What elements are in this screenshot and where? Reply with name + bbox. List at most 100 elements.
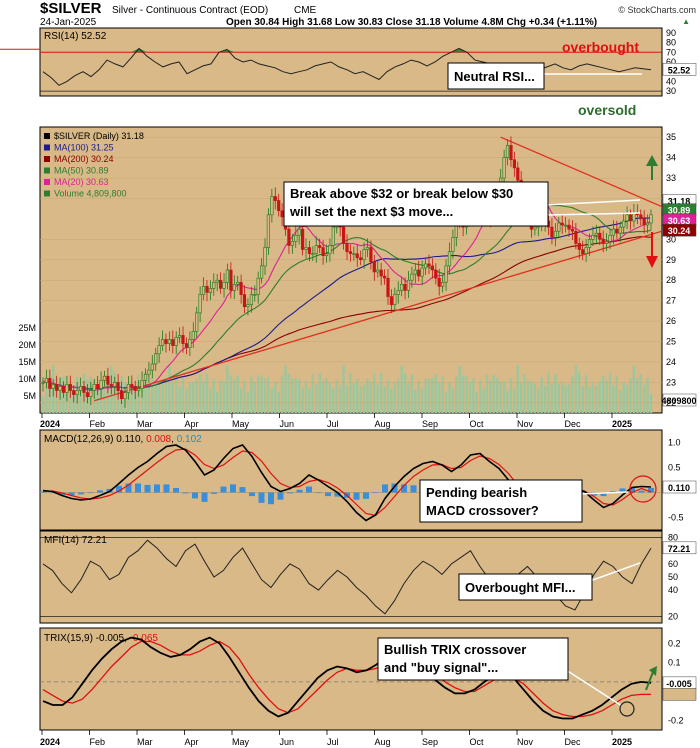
volume-bar <box>567 383 571 413</box>
volume-bar <box>178 386 181 413</box>
macd-callout-line-2: MACD crossover? <box>426 503 539 518</box>
candle-body <box>604 241 609 244</box>
price-callout-line-2: will set the next $3 move... <box>289 204 453 219</box>
macd-hist-bar <box>154 484 160 493</box>
macd-title-main: MACD(12,26,9) 0.110, <box>44 434 146 445</box>
candle-body <box>212 281 216 289</box>
candle-body <box>161 339 165 346</box>
volume-bar <box>352 383 355 413</box>
volume-bar <box>383 386 386 413</box>
volume-bar <box>342 365 345 413</box>
macd-hist-bar <box>277 492 284 500</box>
volume-bar <box>431 377 434 413</box>
x-label-May: May <box>232 419 250 429</box>
candle-body <box>618 226 622 234</box>
mfi-tick-60: 60 <box>668 559 678 569</box>
macd-hist-bar <box>230 484 236 493</box>
volume-bar <box>530 381 533 413</box>
mfi-tick-80: 80 <box>668 533 678 543</box>
macd-hist-bar <box>382 484 388 493</box>
volume-bar <box>451 388 455 413</box>
trix-crossover-circle <box>619 701 635 717</box>
candle-body <box>577 243 581 250</box>
macd-hist-bar <box>49 492 56 494</box>
price-frame <box>39 126 663 414</box>
candle-body <box>232 283 236 291</box>
mfi-callout-text: Overbought MFI... <box>465 580 576 595</box>
macd-hist-bar <box>59 492 65 495</box>
volume-bar <box>328 382 332 413</box>
price-callout-text: Break above $32 or break below $30 will s… <box>289 186 513 219</box>
volume-bar <box>151 376 154 413</box>
candle-body <box>222 281 226 289</box>
x-label-2024: 2024 <box>40 419 60 429</box>
trix-callout-line-2: and "buy signal"... <box>384 660 498 675</box>
candle-body <box>396 290 400 295</box>
candle-body <box>642 218 646 226</box>
volume-bar <box>236 375 239 413</box>
macd-hist-bar <box>201 492 208 502</box>
candle-body <box>321 247 325 256</box>
volume-bar <box>438 382 441 413</box>
candle-body <box>512 159 516 169</box>
volume-bar <box>643 384 646 413</box>
candle-body <box>270 196 274 216</box>
candle-body <box>355 253 359 259</box>
volume-bar <box>595 385 598 413</box>
candle-body <box>181 335 185 344</box>
volume-bar <box>526 380 530 413</box>
volume-bar <box>561 382 564 413</box>
volume-last-value: 4809800 <box>661 396 696 406</box>
candle-body <box>359 257 363 261</box>
candle-body <box>96 384 100 389</box>
volume-bar <box>554 374 557 413</box>
volume-bar <box>543 385 547 413</box>
volume-bar <box>441 376 444 413</box>
volume-tick-10M: 10M <box>18 374 36 384</box>
price-callout-line-1: Break above $32 or break below $30 <box>290 186 513 201</box>
ma200-last-value: 30.24 <box>668 226 691 236</box>
candle-body <box>550 226 554 238</box>
volume-bar <box>574 365 578 413</box>
trix-callout: Bullish TRIX crossover and "buy signal"..… <box>377 637 657 717</box>
candle-body <box>133 386 137 391</box>
volume-bar <box>239 388 243 413</box>
volume-bar <box>465 375 468 413</box>
trix-tick--0.2: -0.2 <box>668 715 684 725</box>
trix-x-label-Sep: Sep <box>422 737 438 747</box>
volume-bar <box>321 380 325 413</box>
trix-x-label-Jun: Jun <box>280 737 295 747</box>
volume-tick-20M: 20M <box>18 340 36 350</box>
rsi-callout-box <box>447 62 545 90</box>
candle-body <box>304 247 308 250</box>
volume-bar <box>649 394 653 413</box>
volume-bar <box>284 365 287 413</box>
candle-body <box>178 335 182 338</box>
volume-bar <box>304 380 308 413</box>
trix-x-label-Dec: Dec <box>565 737 582 747</box>
contract-name: Silver - Continuous Contract (EOD) <box>112 5 268 16</box>
volume-bar <box>475 392 478 413</box>
candle-body <box>246 304 250 308</box>
macd-hist-bar <box>372 492 379 493</box>
macd-hist-bar <box>306 486 312 493</box>
volume-bar <box>41 396 45 413</box>
candle-body <box>79 386 83 391</box>
trix-tick-0.1: 0.1 <box>668 658 681 668</box>
volume-bar <box>185 389 188 413</box>
volume-bar <box>397 378 400 413</box>
macd-hist-bar <box>600 492 607 497</box>
volume-bar <box>400 365 403 413</box>
candle-body <box>44 377 48 383</box>
macd-hist-bar <box>173 488 179 493</box>
oversold-label: oversold <box>578 102 636 118</box>
candle-body <box>55 384 59 391</box>
candle-body <box>184 343 189 348</box>
volume-bar <box>315 383 318 413</box>
volume-bar <box>356 379 359 413</box>
macd-hist-bar <box>211 492 217 494</box>
candle-body <box>570 228 574 232</box>
macd-hist-bar <box>287 492 293 494</box>
macd-hist-bar <box>610 491 616 493</box>
candle-body <box>236 281 240 285</box>
